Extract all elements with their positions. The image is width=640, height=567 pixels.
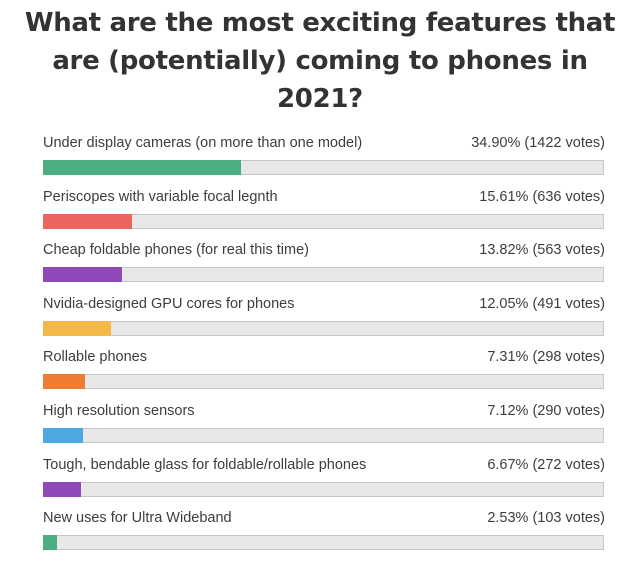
bar-track (43, 535, 604, 551)
poll-title: What are the most exciting features that… (24, 8, 616, 114)
bar-fill (43, 481, 81, 497)
bar-fill (43, 535, 58, 551)
option-label: High resolution sensors (43, 402, 195, 419)
option-result: 12.05% (491 votes) (479, 295, 605, 312)
poll-option-row: Tough, bendable glass for foldable/rolla… (0, 454, 640, 508)
bar-track (43, 320, 604, 336)
bar-track (43, 481, 604, 497)
bar-track (43, 267, 604, 283)
poll-option-row: High resolution sensors 7.12% (290 votes) (0, 400, 640, 454)
option-result: 15.61% (636 votes) (479, 188, 605, 205)
poll-option-row: Rollable phones 7.31% (298 votes) (0, 346, 640, 400)
poll-option-row: Nvidia-designed GPU cores for phones 12.0… (0, 293, 640, 347)
bar-fill (43, 160, 242, 175)
poll-options: Under display cameras (on more than one … (0, 132, 640, 561)
poll-option-row: Cheap foldable phones (for real this tim… (0, 239, 640, 293)
option-label: Cheap foldable phones (for real this tim… (43, 242, 309, 259)
option-result: 34.90% (1422 votes) (471, 135, 605, 151)
option-result: 7.31% (298 votes) (487, 349, 605, 366)
bar-track (43, 160, 604, 175)
bar-track (43, 213, 604, 229)
bar-fill (43, 213, 132, 229)
bar-track (43, 374, 604, 390)
option-label: Periscopes with variable focal legnth (43, 188, 278, 205)
bar-fill (43, 427, 84, 443)
option-label: Tough, bendable glass for foldable/rolla… (43, 456, 367, 473)
bar-fill (43, 267, 122, 283)
bar-fill (43, 320, 112, 336)
poll-option-row: New uses for Ultra Wideband 2.53% (103 vo… (0, 507, 640, 561)
option-label: New uses for Ultra Wideband (43, 510, 232, 527)
option-result: 13.82% (563 votes) (479, 242, 605, 259)
option-label: Nvidia-designed GPU cores for phones (43, 295, 295, 312)
bar-fill (43, 374, 85, 390)
bar-track (43, 427, 604, 443)
poll-option-row: Periscopes with variable focal legnth 15.… (0, 186, 640, 240)
option-label: Under display cameras (on more than one … (43, 135, 363, 151)
option-result: 2.53% (103 votes) (487, 510, 605, 527)
poll-option-row: Under display cameras (on more than one … (0, 132, 640, 186)
option-result: 6.67% (272 votes) (487, 456, 605, 473)
option-label: Rollable phones (43, 349, 147, 366)
option-result: 7.12% (290 votes) (487, 402, 605, 419)
